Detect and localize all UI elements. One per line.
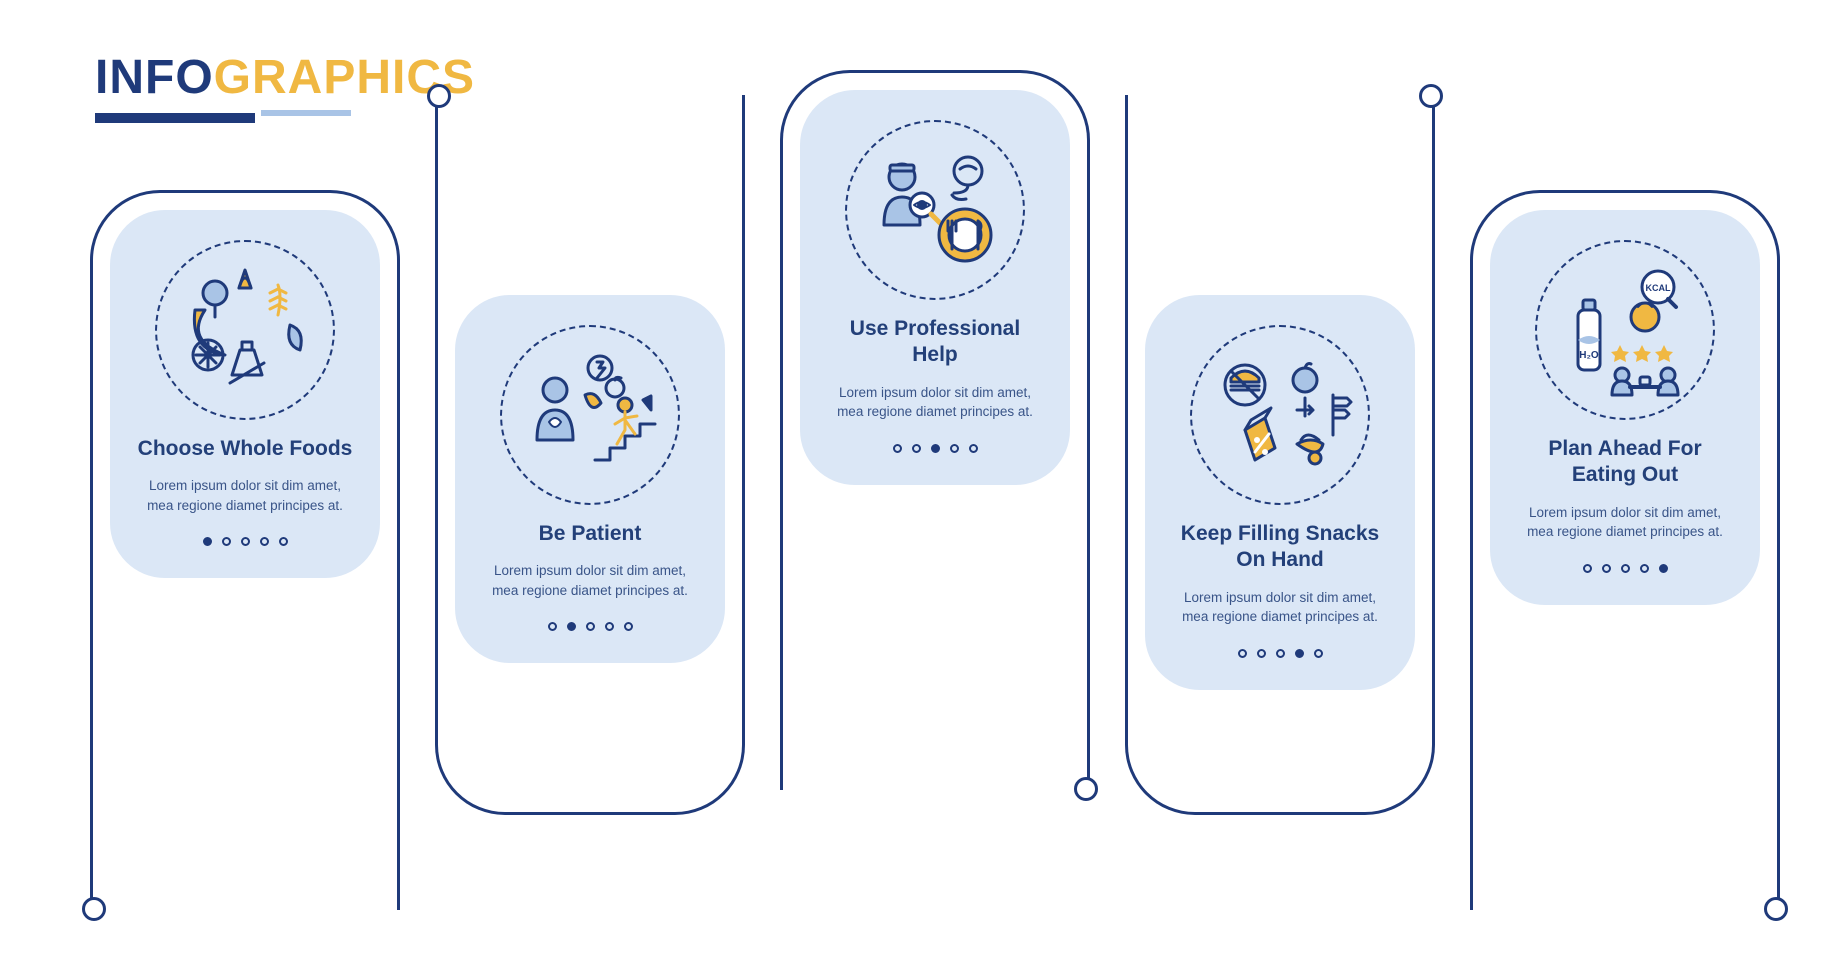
step-dot xyxy=(1659,564,1668,573)
step-dot xyxy=(1257,649,1266,658)
card-professional-help: Use Professional Help Lorem ipsum dolor … xyxy=(800,90,1070,485)
card-body: Lorem ipsum dolor sit dim amet, mea regi… xyxy=(1516,503,1734,542)
step-dot xyxy=(624,622,633,631)
step-dot xyxy=(1238,649,1247,658)
svg-text:KCAL: KCAL xyxy=(1646,283,1671,293)
eating-out-icon: H₂O KCAL xyxy=(1535,240,1715,420)
card-eating-out: H₂O KCAL Plan Ahead For Eating Out Lorem … xyxy=(1490,210,1760,605)
step-dot xyxy=(1276,649,1285,658)
infographic-stage: Choose Whole Foods Lorem ipsum dolor sit… xyxy=(60,70,1790,940)
step-dot xyxy=(203,537,212,546)
card-title: Plan Ahead For Eating Out xyxy=(1516,436,1734,489)
step-dot xyxy=(1583,564,1592,573)
step-dot xyxy=(605,622,614,631)
professional-icon xyxy=(845,120,1025,300)
step-dot xyxy=(1314,649,1323,658)
step-dot xyxy=(1621,564,1630,573)
step-dot xyxy=(241,537,250,546)
step-dots xyxy=(1516,564,1734,573)
whole-foods-icon xyxy=(155,240,335,420)
card-title: Choose Whole Foods xyxy=(136,436,354,462)
step-dot xyxy=(1602,564,1611,573)
step-dot xyxy=(1640,564,1649,573)
step-dot xyxy=(279,537,288,546)
step-dot xyxy=(586,622,595,631)
step-dots xyxy=(481,622,699,631)
step-dots xyxy=(826,444,1044,453)
card-title: Be Patient xyxy=(481,521,699,547)
step-dot xyxy=(950,444,959,453)
step-dot xyxy=(912,444,921,453)
step-dot xyxy=(893,444,902,453)
patient-icon xyxy=(500,325,680,505)
card-body: Lorem ipsum dolor sit dim amet, mea regi… xyxy=(481,561,699,600)
card-title: Use Professional Help xyxy=(826,316,1044,369)
step-dot xyxy=(969,444,978,453)
card-title: Keep Filling Snacks On Hand xyxy=(1171,521,1389,574)
step-dot xyxy=(931,444,940,453)
step-dots xyxy=(136,537,354,546)
card-body: Lorem ipsum dolor sit dim amet, mea regi… xyxy=(826,383,1044,422)
step-dot xyxy=(222,537,231,546)
card-snacks: Keep Filling Snacks On Hand Lorem ipsum … xyxy=(1145,295,1415,690)
card-body: Lorem ipsum dolor sit dim amet, mea regi… xyxy=(1171,588,1389,627)
card-be-patient: Be Patient Lorem ipsum dolor sit dim ame… xyxy=(455,295,725,663)
step-dot xyxy=(567,622,576,631)
step-dots xyxy=(1171,649,1389,658)
card-whole-foods: Choose Whole Foods Lorem ipsum dolor sit… xyxy=(110,210,380,578)
step-dot xyxy=(260,537,269,546)
card-body: Lorem ipsum dolor sit dim amet, mea regi… xyxy=(136,476,354,515)
step-dot xyxy=(548,622,557,631)
snacks-icon xyxy=(1190,325,1370,505)
step-dot xyxy=(1295,649,1304,658)
svg-text:H₂O: H₂O xyxy=(1579,350,1599,361)
